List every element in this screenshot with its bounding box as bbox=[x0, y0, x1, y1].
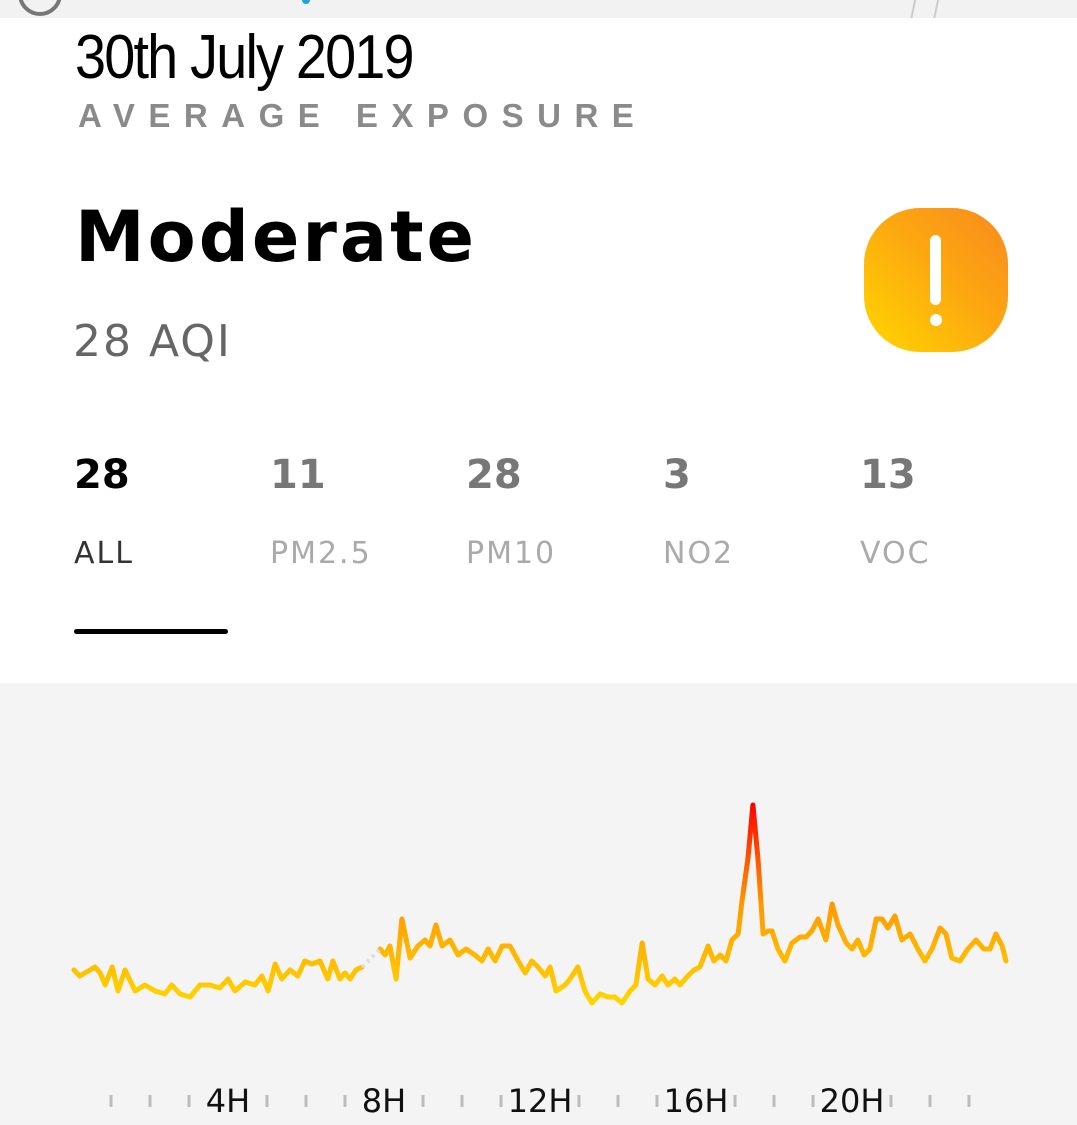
tab-label: PM10 bbox=[466, 536, 557, 571]
section-subtitle: AVERAGE EXPOSURE bbox=[78, 97, 648, 134]
back-icon[interactable] bbox=[18, 0, 62, 16]
tab-value: 28 bbox=[466, 452, 522, 498]
x-tick-label: 16H bbox=[664, 1082, 729, 1120]
exposure-line-segment bbox=[377, 802, 1009, 1006]
exposure-chart[interactable]: 4H 8H 12H 16H 20H bbox=[0, 683, 1077, 1125]
tab-value: 13 bbox=[860, 452, 916, 498]
aqi-value: 28 AQI bbox=[73, 316, 232, 367]
tab-value: 3 bbox=[663, 452, 691, 498]
tab-label: VOC bbox=[860, 536, 931, 571]
exclamation-bar bbox=[930, 235, 941, 305]
divider bbox=[909, 0, 917, 18]
tab-all[interactable]: 28 ALL bbox=[74, 452, 264, 642]
divider bbox=[932, 0, 940, 18]
tab-pm10[interactable]: 28 PM10 bbox=[466, 452, 656, 642]
tab-no2[interactable]: 3 NO2 bbox=[663, 452, 853, 642]
tab-label: ALL bbox=[74, 536, 134, 571]
exposure-line-segment bbox=[71, 958, 365, 1000]
exclamation-dot bbox=[930, 314, 942, 326]
exclamation-icon bbox=[864, 208, 1008, 352]
tab-label: NO2 bbox=[663, 536, 735, 571]
tab-voc[interactable]: 13 VOC bbox=[860, 452, 1050, 642]
tab-value: 28 bbox=[74, 452, 130, 498]
air-quality-level: Moderate bbox=[75, 196, 478, 278]
active-tab-indicator bbox=[74, 629, 228, 634]
x-tick-label: 4H bbox=[206, 1082, 250, 1120]
indicator-dot bbox=[302, 0, 310, 4]
tab-label: PM2.5 bbox=[270, 536, 372, 571]
chart-svg: 4H 8H 12H 16H 20H bbox=[71, 802, 1009, 1120]
x-tick-label: 20H bbox=[820, 1082, 885, 1120]
x-tick-label: 12H bbox=[508, 1082, 573, 1120]
x-tick-label: 8H bbox=[362, 1082, 406, 1120]
missing-data-gap bbox=[360, 947, 382, 969]
date-title: 30th July 2019 bbox=[75, 23, 415, 92]
tab-value: 11 bbox=[270, 452, 326, 498]
tab-pm25[interactable]: 11 PM2.5 bbox=[270, 452, 460, 642]
top-toolbar bbox=[0, 0, 1077, 18]
